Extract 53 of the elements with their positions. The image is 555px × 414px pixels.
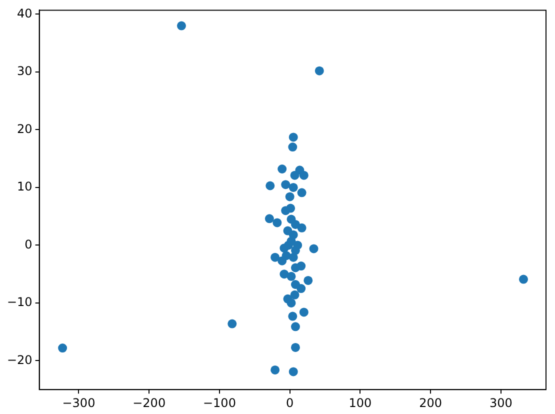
- point: [286, 272, 296, 281]
- point: [290, 246, 300, 255]
- point: [290, 342, 300, 352]
- point: [281, 206, 290, 216]
- point: [282, 251, 291, 260]
- y-tick-label: 40: [17, 6, 32, 20]
- point: [278, 164, 287, 174]
- y-tick-label: 10: [17, 180, 32, 194]
- point: [288, 312, 298, 321]
- point: [270, 365, 280, 374]
- point: [266, 181, 275, 190]
- point: [272, 218, 282, 228]
- point: [285, 192, 294, 202]
- point: [280, 270, 289, 279]
- y-tick-label: 0: [24, 237, 32, 252]
- point: [176, 21, 186, 30]
- point: [297, 188, 306, 198]
- point: [283, 226, 292, 236]
- point: [286, 298, 296, 308]
- point: [314, 66, 324, 76]
- point: [270, 252, 280, 262]
- point: [288, 182, 298, 192]
- x-tick-label: −200: [132, 396, 166, 410]
- point: [290, 170, 300, 180]
- y-tick-label: 20: [17, 122, 32, 136]
- point: [286, 236, 296, 246]
- point: [290, 263, 300, 272]
- point: [290, 220, 300, 229]
- x-tick-label: 200: [419, 396, 442, 410]
- x-tick-label: −100: [202, 396, 236, 410]
- point: [290, 290, 300, 300]
- point: [280, 244, 289, 253]
- point: [288, 132, 298, 142]
- x-tick-label: 0: [286, 396, 294, 410]
- point: [309, 244, 318, 254]
- x-tick-label: 300: [490, 396, 512, 410]
- x-tick-label: 100: [348, 396, 372, 410]
- point: [290, 322, 300, 332]
- point: [304, 276, 313, 285]
- x-tick-label: −300: [62, 396, 96, 410]
- point: [228, 319, 237, 328]
- point: [281, 180, 290, 190]
- point: [288, 367, 298, 376]
- point: [288, 142, 298, 152]
- y-tick-label: 30: [17, 64, 32, 78]
- point: [264, 214, 274, 224]
- point: [296, 284, 306, 294]
- y-tick-label: −20: [6, 352, 32, 367]
- y-tick-label: −10: [6, 295, 32, 310]
- point: [299, 308, 308, 317]
- point: [518, 274, 528, 284]
- point: [299, 170, 308, 180]
- point: [58, 344, 68, 353]
